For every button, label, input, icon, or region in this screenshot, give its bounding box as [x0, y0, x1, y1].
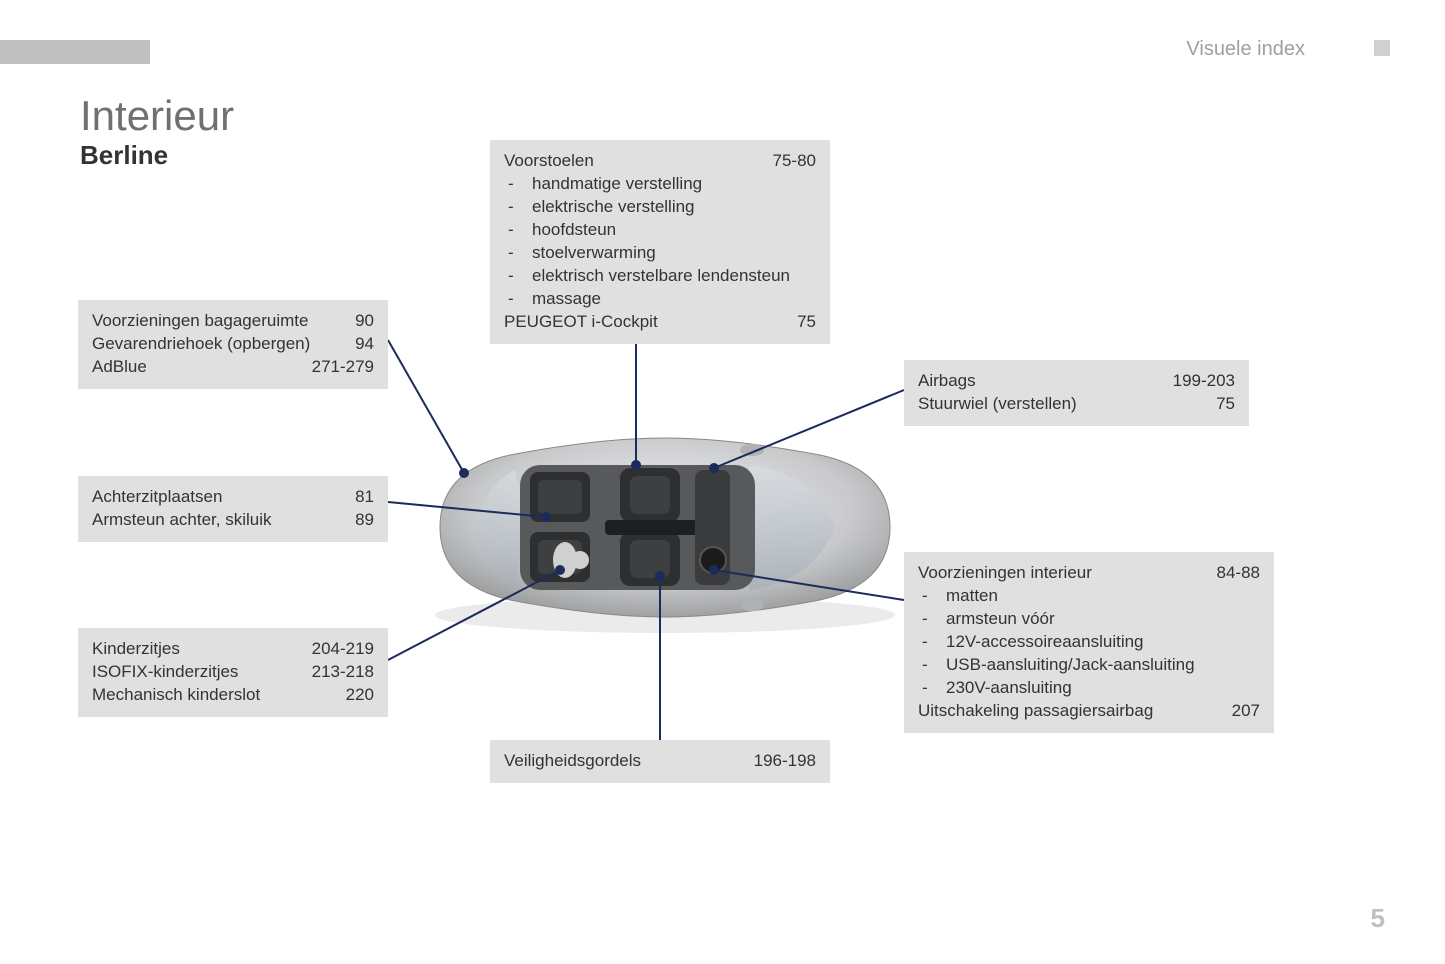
info-subitem: elektrisch verstelbare lendensteun	[504, 265, 816, 288]
info-subitem: handmatige verstelling	[504, 173, 816, 196]
info-box-boot: Voorzieningen bagageruimte90Gevarendrieh…	[78, 300, 388, 389]
info-subitem: USB-aansluiting/Jack-aansluiting	[918, 654, 1260, 677]
info-pages: 75-80	[773, 150, 816, 173]
info-row: Veiligheidsgordels 196-198	[504, 750, 816, 773]
info-label: Voorzieningen bagageruimte	[92, 310, 335, 333]
info-pages: 84-88	[1217, 562, 1260, 585]
info-row: ISOFIX-kinderzitjes 213-218	[92, 661, 374, 684]
info-pages: 220	[346, 684, 374, 707]
car-illustration	[420, 420, 910, 635]
info-sublist: mattenarmsteun vóór12V-accessoireaanslui…	[918, 585, 1260, 700]
info-subitem: armsteun vóór	[918, 608, 1260, 631]
info-pages: 90	[355, 310, 374, 333]
info-box-airbags: Airbags 199-203Stuurwiel (verstellen) 75	[904, 360, 1249, 426]
info-row: Armsteun achter, skiluik 89	[92, 509, 374, 532]
info-row: Voorzieningen bagageruimte 90	[92, 310, 374, 333]
info-label: Uitschakeling passagiersairbag	[918, 700, 1212, 723]
info-label: Stuurwiel (verstellen)	[918, 393, 1196, 416]
info-label: Achterzitplaatsen	[92, 486, 335, 509]
info-row: Uitschakeling passagiersairbag 207	[918, 700, 1260, 723]
info-subitem: hoofdsteun	[504, 219, 816, 242]
info-pages: 196-198	[754, 750, 816, 773]
info-box-front_seats: Voorstoelen75-80handmatige verstellingel…	[490, 140, 830, 344]
info-row: Voorstoelen 75-80	[504, 150, 816, 173]
info-pages: 94	[355, 333, 374, 356]
info-box-interior_fittings: Voorzieningen interieur 84-88mattenarmste…	[904, 552, 1274, 733]
info-subitem: elektrische verstelling	[504, 196, 816, 219]
info-box-seat_belts: Veiligheidsgordels 196-198	[490, 740, 830, 783]
info-pages: 199-203	[1173, 370, 1235, 393]
info-row: Stuurwiel (verstellen) 75	[918, 393, 1235, 416]
info-row: PEUGEOT i-Cockpit 75	[504, 311, 816, 334]
info-pages: 75	[1216, 393, 1235, 416]
info-row: Airbags 199-203	[918, 370, 1235, 393]
info-pages: 207	[1232, 700, 1260, 723]
header-bar	[0, 40, 150, 64]
info-row: Gevarendriehoek (opbergen) 94	[92, 333, 374, 356]
info-row: Kinderzitjes 204-219	[92, 638, 374, 661]
info-label: Armsteun achter, skiluik	[92, 509, 335, 532]
info-row: AdBlue 271-279	[92, 356, 374, 379]
info-label: PEUGEOT i-Cockpit	[504, 311, 777, 334]
info-pages: 75	[797, 311, 816, 334]
info-row: Achterzitplaatsen 81	[92, 486, 374, 509]
info-box-rear_seats: Achterzitplaatsen81Armsteun achter, skil…	[78, 476, 388, 542]
info-pages: 204-219	[312, 638, 374, 661]
info-box-child_seats: Kinderzitjes 204-219 ISOFIX-kinderzitjes 21…	[78, 628, 388, 717]
info-pages: 81	[355, 486, 374, 509]
info-label: Voorstoelen	[504, 150, 753, 173]
page-number: 5	[1371, 903, 1385, 934]
info-subitem: matten	[918, 585, 1260, 608]
info-subitem: 12V-accessoireaansluiting	[918, 631, 1260, 654]
info-pages: 213-218	[312, 661, 374, 684]
info-label: Airbags	[918, 370, 1153, 393]
page-title: Interieur	[80, 92, 234, 140]
info-subitem: massage	[504, 288, 816, 311]
info-label: Voorzieningen interieur	[918, 562, 1197, 585]
info-label: Kinderzitjes	[92, 638, 292, 661]
page-subtitle: Berline	[80, 140, 168, 171]
info-label: Veiligheidsgordels	[504, 750, 734, 773]
info-label: ISOFIX-kinderzitjes	[92, 661, 292, 684]
info-subitem: stoelverwarming	[504, 242, 816, 265]
page-indicator-icon	[1374, 40, 1390, 56]
info-label: Gevarendriehoek (opbergen)	[92, 333, 335, 356]
section-label: Visuele index	[1186, 38, 1305, 61]
info-label: AdBlue	[92, 356, 292, 379]
info-pages: 271-279	[312, 356, 374, 379]
info-pages: 89	[355, 509, 374, 532]
info-sublist: handmatige verstellingelektrische verste…	[504, 173, 816, 311]
info-row: Mechanisch kinderslot 220	[92, 684, 374, 707]
info-label: Mechanisch kinderslot	[92, 684, 326, 707]
info-row: Voorzieningen interieur 84-88	[918, 562, 1260, 585]
info-subitem: 230V-aansluiting	[918, 677, 1260, 700]
